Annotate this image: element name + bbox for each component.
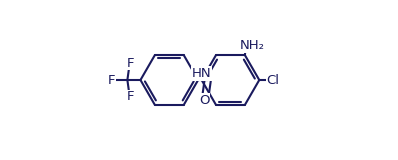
Text: NH₂: NH₂ — [240, 39, 265, 52]
Text: O: O — [199, 94, 209, 107]
Text: Cl: Cl — [266, 73, 279, 87]
Text: F: F — [107, 73, 115, 87]
Text: F: F — [127, 90, 134, 104]
Text: F: F — [127, 56, 134, 70]
Text: HN: HN — [192, 67, 212, 80]
